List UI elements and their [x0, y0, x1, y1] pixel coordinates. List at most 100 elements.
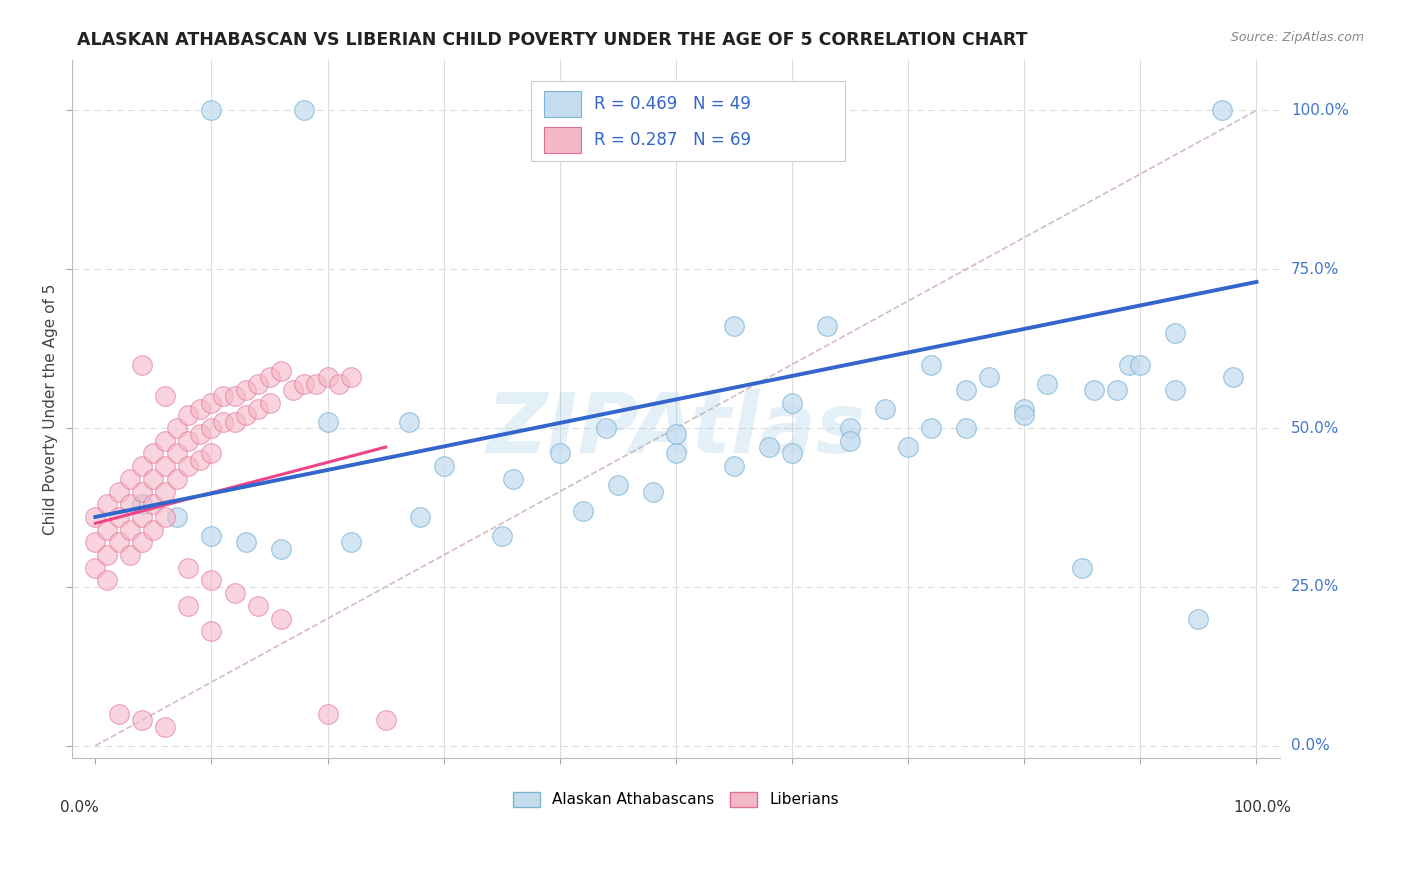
Point: [107, 484, 129, 499]
Text: 0.0%: 0.0%: [1291, 739, 1330, 753]
Point: [131, 484, 153, 499]
Point: [920, 421, 942, 435]
Point: [131, 358, 153, 372]
Point: [235, 409, 257, 423]
Point: [131, 713, 153, 727]
Point: [166, 421, 188, 435]
Point: [955, 383, 977, 397]
Point: [131, 535, 153, 549]
Point: [1164, 383, 1187, 397]
Point: [131, 510, 153, 524]
Point: [1222, 370, 1244, 384]
Point: [758, 440, 780, 454]
Point: [305, 376, 328, 391]
Point: [897, 440, 920, 454]
Point: [246, 401, 269, 416]
Text: ZIPAtlas: ZIPAtlas: [486, 390, 866, 470]
Point: [188, 427, 211, 442]
Point: [200, 529, 222, 543]
Point: [328, 376, 350, 391]
Point: [177, 409, 200, 423]
Text: 75.0%: 75.0%: [1291, 261, 1339, 277]
Point: [1071, 561, 1094, 575]
Point: [177, 561, 200, 575]
Point: [1012, 401, 1035, 416]
Point: [270, 541, 292, 556]
Point: [572, 503, 595, 517]
Point: [281, 383, 304, 397]
Point: [142, 472, 165, 486]
Point: [235, 383, 257, 397]
Point: [665, 427, 688, 442]
Point: [131, 497, 153, 511]
Point: [188, 401, 211, 416]
Point: [153, 484, 176, 499]
Point: [1083, 383, 1105, 397]
Point: [641, 484, 664, 499]
Point: [84, 510, 107, 524]
Point: [200, 103, 222, 118]
Point: [839, 421, 862, 435]
Point: [548, 446, 571, 460]
Point: [1107, 383, 1129, 397]
Point: [433, 459, 456, 474]
Point: [316, 370, 339, 384]
Point: [120, 548, 142, 562]
Point: [84, 561, 107, 575]
Point: [595, 421, 617, 435]
Point: [491, 529, 513, 543]
Point: [780, 395, 803, 409]
Point: [1118, 358, 1140, 372]
Point: [96, 574, 118, 588]
Point: [142, 523, 165, 537]
Point: [1012, 409, 1035, 423]
Point: [723, 319, 745, 334]
Text: ALASKAN ATHABASCAN VS LIBERIAN CHILD POVERTY UNDER THE AGE OF 5 CORRELATION CHAR: ALASKAN ATHABASCAN VS LIBERIAN CHILD POV…: [77, 31, 1028, 49]
Point: [224, 415, 246, 429]
Point: [200, 395, 222, 409]
Point: [177, 434, 200, 448]
Point: [188, 452, 211, 467]
Point: [224, 389, 246, 403]
Text: 0.0%: 0.0%: [60, 800, 98, 815]
Point: [120, 523, 142, 537]
Point: [270, 364, 292, 378]
Text: Source: ZipAtlas.com: Source: ZipAtlas.com: [1230, 31, 1364, 45]
Point: [606, 478, 628, 492]
Point: [316, 415, 339, 429]
Point: [780, 446, 803, 460]
Point: [1187, 611, 1209, 625]
Point: [224, 586, 246, 600]
Point: [153, 510, 176, 524]
Point: [107, 706, 129, 721]
Point: [120, 497, 142, 511]
Point: [502, 472, 524, 486]
Point: [166, 510, 188, 524]
Point: [292, 103, 315, 118]
Point: [839, 434, 862, 448]
Point: [153, 389, 176, 403]
Point: [1211, 103, 1233, 118]
Point: [107, 510, 129, 524]
Legend: Alaskan Athabascans, Liberians: Alaskan Athabascans, Liberians: [506, 785, 845, 814]
Point: [409, 510, 432, 524]
Point: [920, 358, 942, 372]
Point: [200, 624, 222, 639]
Point: [153, 459, 176, 474]
Point: [246, 599, 269, 613]
Point: [292, 376, 315, 391]
Point: [142, 497, 165, 511]
Point: [107, 535, 129, 549]
Point: [340, 370, 363, 384]
Point: [200, 446, 222, 460]
Point: [235, 535, 257, 549]
Text: 25.0%: 25.0%: [1291, 579, 1339, 594]
Point: [84, 535, 107, 549]
Point: [153, 720, 176, 734]
Point: [166, 446, 188, 460]
Point: [979, 370, 1001, 384]
Point: [1036, 376, 1059, 391]
Point: [96, 523, 118, 537]
Point: [142, 446, 165, 460]
Point: [259, 370, 281, 384]
